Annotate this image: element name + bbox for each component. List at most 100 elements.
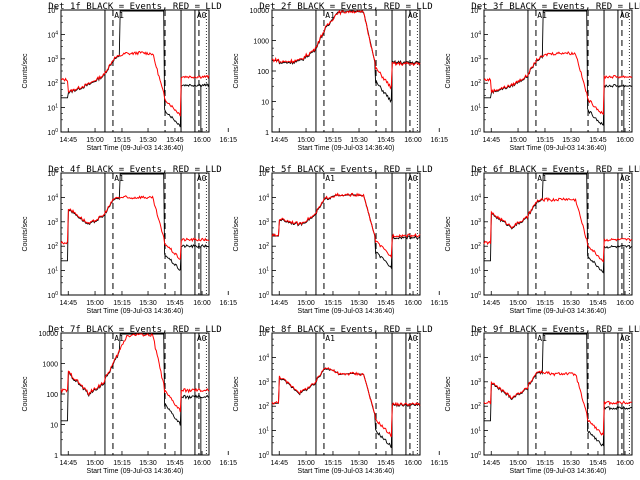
y-tick-label: 101 <box>470 267 481 276</box>
y-tick-label: 102 <box>258 242 269 251</box>
x-tick-label: 16:15 <box>219 137 237 144</box>
y-axis-label: Counts/sec <box>233 376 240 412</box>
x-tick-label: 15:15 <box>536 300 554 307</box>
panel-det-9: Det 9f BLACK = Events, RED = LLD Counts/s… <box>445 325 640 475</box>
x-tick-label: 15:15 <box>324 137 342 144</box>
x-tick-label: 16:00 <box>193 137 211 144</box>
y-tick-label: 101 <box>47 104 58 113</box>
x-tick-label: 16:15 <box>219 460 237 467</box>
panel-det-3: Det 3f BLACK = Events, RED = LLD Counts/s… <box>445 2 640 152</box>
y-tick-label: 104 <box>470 353 481 362</box>
state-label: A1 <box>114 11 124 20</box>
plot-frame <box>60 332 210 456</box>
y-axis-label: Counts/sec <box>445 216 452 252</box>
x-tick-label: 16:15 <box>430 300 448 307</box>
y-tick-label: 10 <box>50 423 58 430</box>
events-series-line <box>484 173 633 274</box>
state-label: A1 <box>114 334 124 343</box>
state-label: A0 <box>620 174 630 183</box>
lld-series-line <box>483 369 633 436</box>
x-tick-label: 14:45 <box>482 460 500 467</box>
y-tick-label: 105 <box>258 169 269 178</box>
events-series-line <box>61 173 210 271</box>
y-tick-label: 100 <box>257 69 269 76</box>
chart-title: Det 4f BLACK = Events, RED = LLD <box>48 165 221 175</box>
y-tick-label: 104 <box>470 193 481 202</box>
state-label: A1 <box>325 174 335 183</box>
state-label: A1 <box>537 334 547 343</box>
y-tick-label: 102 <box>470 402 481 411</box>
plot-frame <box>271 172 421 296</box>
x-tick-label: 15:00 <box>86 137 104 144</box>
x-tick-label: 16:00 <box>404 137 422 144</box>
x-tick-label: 16:00 <box>616 300 634 307</box>
y-tick-label: 103 <box>47 218 58 227</box>
x-tick-label: 15:00 <box>509 137 527 144</box>
y-tick-label: 105 <box>47 6 58 15</box>
y-axis-label: Counts/sec <box>233 216 240 252</box>
x-axis-label: Start Time (09-Jul-03 14:36:40) <box>87 468 184 475</box>
x-tick-label: 15:00 <box>86 460 104 467</box>
x-tick-label: 15:30 <box>350 300 368 307</box>
chart-title: Det 1f BLACK = Events, RED = LLD <box>48 2 221 12</box>
panel-det-8: Det 8f BLACK = Events, RED = LLD Counts/s… <box>233 325 448 475</box>
y-tick-label: 104 <box>258 193 269 202</box>
y-tick-label: 10 <box>261 100 269 107</box>
state-label: A0 <box>408 11 418 20</box>
y-axis-label: Counts/sec <box>22 53 29 89</box>
x-axis-label: Start Time (09-Jul-03 14:36:40) <box>87 145 184 152</box>
plot-frame <box>271 332 421 456</box>
x-axis-label: Start Time (09-Jul-03 14:36:40) <box>298 468 395 475</box>
y-tick-label: 10000 <box>250 8 270 15</box>
x-tick-label: 15:45 <box>377 300 395 307</box>
x-tick-label: 16:00 <box>193 300 211 307</box>
x-tick-label: 15:30 <box>562 300 580 307</box>
chart-title: Det 7f BLACK = Events, RED = LLD <box>48 325 221 335</box>
plot-frame <box>60 172 210 296</box>
x-tick-label: 16:15 <box>430 460 448 467</box>
panel-det-2: Det 2f BLACK = Events, RED = LLD Counts/s… <box>233 2 448 152</box>
y-tick-label: 101 <box>258 427 269 436</box>
chart-title: Det 8f BLACK = Events, RED = LLD <box>259 325 432 335</box>
x-tick-label: 16:00 <box>193 460 211 467</box>
y-tick-label: 10000 <box>39 331 59 338</box>
x-tick-label: 14:45 <box>482 300 500 307</box>
x-tick-label: 16:00 <box>616 137 634 144</box>
y-tick-label: 100 <box>47 291 58 300</box>
y-tick-label: 101 <box>258 267 269 276</box>
x-tick-label: 16:00 <box>616 460 634 467</box>
x-tick-label: 15:30 <box>139 137 157 144</box>
x-tick-label: 14:45 <box>59 460 77 467</box>
chart-title: Det 3f BLACK = Events, RED = LLD <box>471 2 640 12</box>
state-label: A1 <box>537 11 547 20</box>
x-tick-label: 15:30 <box>350 137 368 144</box>
chart-title: Det 9f BLACK = Events, RED = LLD <box>471 325 640 335</box>
y-tick-label: 103 <box>47 55 58 64</box>
state-label: A0 <box>620 334 630 343</box>
y-tick-label: 104 <box>47 193 58 202</box>
x-tick-label: 16:15 <box>430 137 448 144</box>
x-tick-label: 14:45 <box>270 300 288 307</box>
x-tick-label: 15:15 <box>113 460 131 467</box>
x-tick-label: 15:45 <box>166 460 184 467</box>
x-tick-label: 15:45 <box>377 460 395 467</box>
x-axis-label: Start Time (09-Jul-03 14:36:40) <box>298 308 395 315</box>
state-label: A1 <box>537 174 547 183</box>
state-label: A0 <box>408 334 418 343</box>
y-tick-label: 100 <box>46 392 58 399</box>
x-tick-label: 14:45 <box>59 300 77 307</box>
x-axis-label: Start Time (09-Jul-03 14:36:40) <box>298 145 395 152</box>
lld-series-line <box>271 367 421 438</box>
y-tick-label: 105 <box>470 6 481 15</box>
state-label: A0 <box>408 174 418 183</box>
x-tick-label: 14:45 <box>270 137 288 144</box>
x-tick-label: 15:00 <box>297 137 315 144</box>
lld-series-line <box>271 9 421 90</box>
x-tick-label: 15:00 <box>297 300 315 307</box>
y-tick-label: 103 <box>258 218 269 227</box>
y-tick-label: 1 <box>54 453 58 460</box>
x-axis-label: Start Time (09-Jul-03 14:36:40) <box>510 308 607 315</box>
events-series-line <box>272 368 421 449</box>
y-tick-label: 104 <box>258 353 269 362</box>
